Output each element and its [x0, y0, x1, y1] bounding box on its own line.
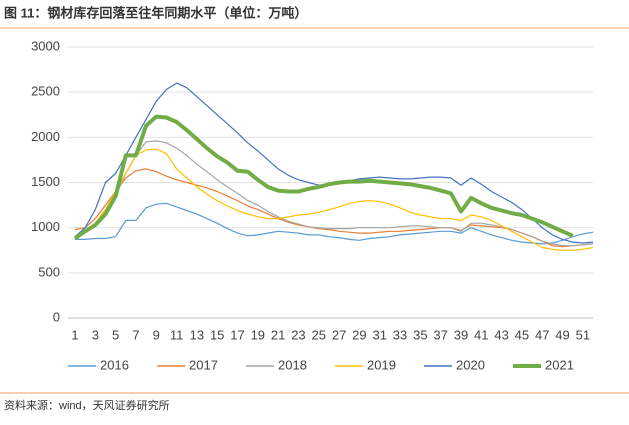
x-tick-label: 45 — [515, 327, 529, 342]
x-tick-label: 7 — [132, 327, 139, 342]
x-tick-label: 51 — [576, 327, 590, 342]
x-tick-label: 17 — [230, 327, 244, 342]
y-tick-label: 1000 — [31, 219, 60, 234]
x-tick-label: 5 — [112, 327, 119, 342]
x-tick-label: 3 — [92, 327, 99, 342]
series-line — [74, 82, 594, 244]
x-tick-label: 49 — [555, 327, 569, 342]
y-tick-label: 2000 — [31, 129, 60, 144]
x-tick-label: 11 — [170, 327, 184, 342]
series-line — [75, 202, 594, 245]
x-tick-label: 31 — [372, 327, 386, 342]
x-tick-label: 37 — [433, 327, 447, 342]
legend-label: 2020 — [456, 357, 485, 372]
x-tick-label: 1 — [71, 327, 78, 342]
x-tick-label: 25 — [312, 327, 326, 342]
x-tick-label: 43 — [494, 327, 508, 342]
y-tick-label: 500 — [38, 264, 60, 279]
legend-label: 2016 — [100, 357, 129, 372]
x-tick-label: 15 — [210, 327, 224, 342]
y-tick-label: 1500 — [31, 174, 60, 189]
series-line — [73, 114, 574, 241]
x-tick-label: 41 — [474, 327, 488, 342]
x-tick-label: 47 — [535, 327, 549, 342]
source: 资料来源：wind，天风证券研究所 — [4, 398, 170, 412]
legend-label: 2019 — [367, 357, 396, 372]
legend-label: 2018 — [278, 357, 307, 372]
y-tick-label: 3000 — [31, 38, 60, 53]
series-line — [74, 148, 594, 251]
chart-title: 图 11：钢材库存回落至往年同期水平（单位：万吨） — [4, 5, 307, 20]
legend-label: 2017 — [189, 357, 218, 372]
x-tick-label: 29 — [352, 327, 366, 342]
y-tick-label: 2500 — [31, 84, 60, 99]
y-tick-label: 0 — [53, 309, 60, 324]
legend-label: 2021 — [545, 357, 574, 372]
x-tick-label: 9 — [153, 327, 160, 342]
x-tick-label: 27 — [332, 327, 346, 342]
x-tick-label: 19 — [251, 327, 265, 342]
x-tick-label: 33 — [393, 327, 407, 342]
x-tick-label: 35 — [413, 327, 427, 342]
x-tick-label: 23 — [291, 327, 305, 342]
x-tick-label: 13 — [190, 327, 204, 342]
x-tick-label: 39 — [454, 327, 468, 342]
x-tick-label: 21 — [271, 327, 285, 342]
